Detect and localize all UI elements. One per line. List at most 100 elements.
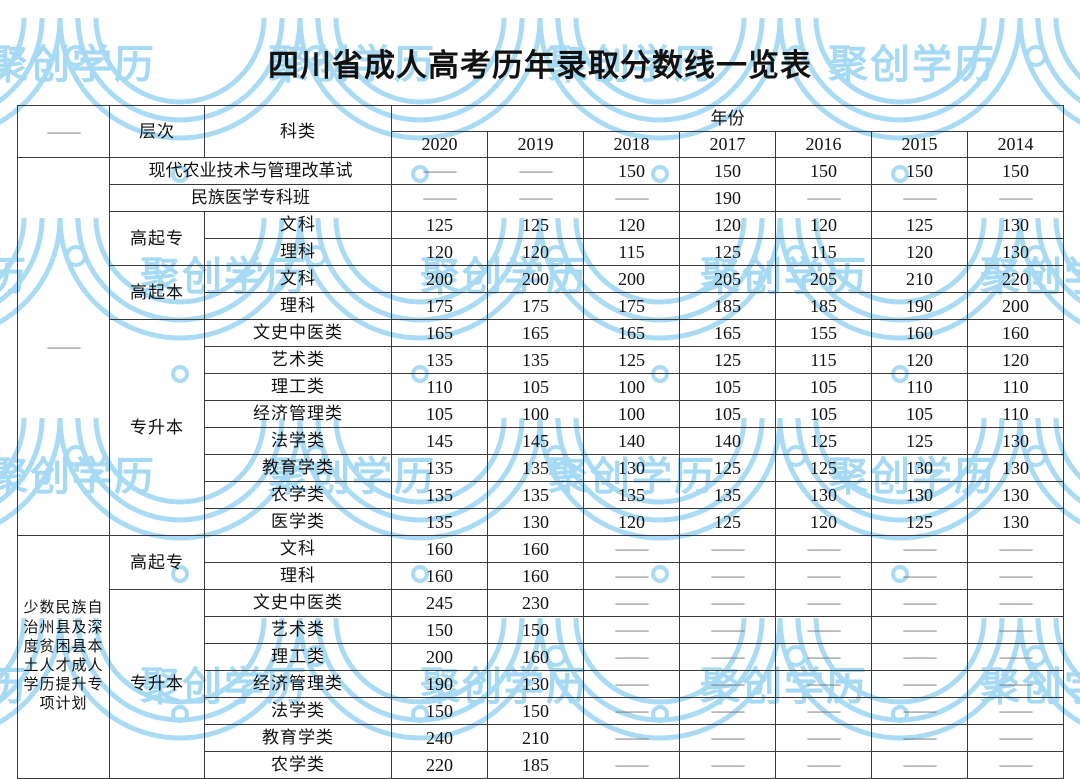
score-cell: 150 [487, 616, 584, 644]
score-cell: 125 [871, 508, 968, 536]
score-cell: —— [679, 751, 776, 779]
score-cell: 105 [487, 373, 584, 401]
table-body: —— 现代农业技术与管理改革试 —— —— 150 150 150 150 150 民族医学专科班… [17, 157, 1064, 779]
score-cell: 205 [679, 265, 776, 293]
score-cell: 120 [679, 211, 776, 239]
score-cell: 125 [775, 427, 872, 455]
score-cell: —— [871, 589, 968, 617]
subject-cell: 艺术类 [204, 616, 392, 644]
score-cell: 160 [487, 562, 584, 590]
score-cell: 145 [391, 427, 488, 455]
score-cell: 200 [391, 643, 488, 671]
score-cell: 130 [775, 481, 872, 509]
score-cell: 190 [871, 292, 968, 320]
score-cell: 105 [871, 400, 968, 428]
table-row: —— 现代农业技术与管理改革试 —— —— 150 150 150 150 150 [17, 157, 1064, 536]
score-cell: —— [967, 697, 1064, 725]
score-cell: —— [967, 184, 1064, 212]
score-cell: 130 [967, 481, 1064, 509]
table-head: —— 层次 科类 年份 2020 2019 2018 2017 2016 201… [17, 105, 1064, 158]
subject-cell: 教育学类 [204, 454, 392, 482]
score-cell: —— [871, 535, 968, 563]
score-cell: 105 [391, 400, 488, 428]
table-row: 专升本 文史中医类 165 165 165 165 155 160 160 [18, 319, 1064, 536]
score-cell: 120 [583, 508, 680, 536]
score-cell: —— [967, 589, 1064, 617]
score-cell: —— [871, 697, 968, 725]
score-cell: 115 [775, 346, 872, 374]
score-cell: 140 [679, 427, 776, 455]
score-cell: 125 [679, 454, 776, 482]
score-cell: —— [583, 670, 680, 698]
score-cell: 100 [487, 400, 584, 428]
score-cell: 120 [871, 346, 968, 374]
score-cell: —— [391, 157, 488, 185]
score-cell: —— [775, 697, 872, 725]
score-cell: —— [967, 751, 1064, 779]
score-cell: 175 [583, 292, 680, 320]
score-cell: 130 [871, 454, 968, 482]
score-cell: 150 [391, 697, 488, 725]
score-cell: 185 [775, 292, 872, 320]
score-cell: —— [871, 724, 968, 752]
score-cell: 135 [391, 454, 488, 482]
score-cell: —— [871, 184, 968, 212]
score-cell: 135 [487, 481, 584, 509]
score-cell: 135 [583, 481, 680, 509]
score-cell: 105 [775, 373, 872, 401]
score-cell: 200 [487, 265, 584, 293]
score-cell: 220 [967, 265, 1064, 293]
score-cell: 115 [583, 238, 680, 266]
subject-cell: 理工类 [204, 643, 392, 671]
table-row: 高起专 文科 125 125 120 120 120 125 130 [18, 211, 1064, 266]
score-cell: 145 [487, 427, 584, 455]
score-cell: 150 [679, 157, 776, 185]
subject-cell: 法学类 [204, 427, 392, 455]
level-cell: 专升本 [109, 319, 205, 536]
score-cell: —— [583, 184, 680, 212]
score-cell: —— [679, 643, 776, 671]
score-cell: —— [775, 562, 872, 590]
score-cell: 150 [871, 157, 968, 185]
level-cell: 高起专 [109, 211, 205, 266]
score-cell: 210 [871, 265, 968, 293]
score-cell: 105 [679, 400, 776, 428]
score-cell: —— [871, 616, 968, 644]
score-cell: 160 [967, 319, 1064, 347]
score-cell: —— [679, 697, 776, 725]
subject-cell: 艺术类 [204, 346, 392, 374]
score-cell: —— [775, 670, 872, 698]
score-cell: 125 [679, 508, 776, 536]
score-cell: —— [775, 724, 872, 752]
subject-cell: 经济管理类 [204, 670, 392, 698]
score-cell: —— [967, 562, 1064, 590]
subject-cell: 理工类 [204, 373, 392, 401]
level-cell: 高起专 [109, 535, 205, 590]
score-cell: 185 [679, 292, 776, 320]
score-cell: 190 [391, 670, 488, 698]
score-cell: 110 [871, 373, 968, 401]
header-plan: —— [17, 105, 110, 158]
score-cell: 165 [679, 319, 776, 347]
score-cell: 120 [775, 508, 872, 536]
subject-cell: 文科 [204, 265, 392, 293]
score-cell: 230 [487, 589, 584, 617]
score-cell: 165 [583, 319, 680, 347]
score-cell: 125 [679, 346, 776, 374]
level-cell: 专升本 [109, 589, 205, 779]
subject-cell: 医学类 [204, 508, 392, 536]
subject-cell: 文史中医类 [204, 319, 392, 347]
score-cell: 160 [391, 562, 488, 590]
subject-cell: 文科 [204, 535, 392, 563]
score-cell: 175 [391, 292, 488, 320]
score-cell: —— [583, 643, 680, 671]
score-cell: 100 [583, 400, 680, 428]
score-cell: 160 [487, 643, 584, 671]
table-row: 专升本 文史中医类 245 230 —— —— —— —— —— [18, 589, 1064, 779]
subject-cell: 经济管理类 [204, 400, 392, 428]
header-year-2018: 2018 [583, 131, 680, 158]
header-year-2015: 2015 [871, 131, 968, 158]
score-cell: 155 [775, 319, 872, 347]
score-cell: —— [871, 751, 968, 779]
score-cell: —— [583, 751, 680, 779]
